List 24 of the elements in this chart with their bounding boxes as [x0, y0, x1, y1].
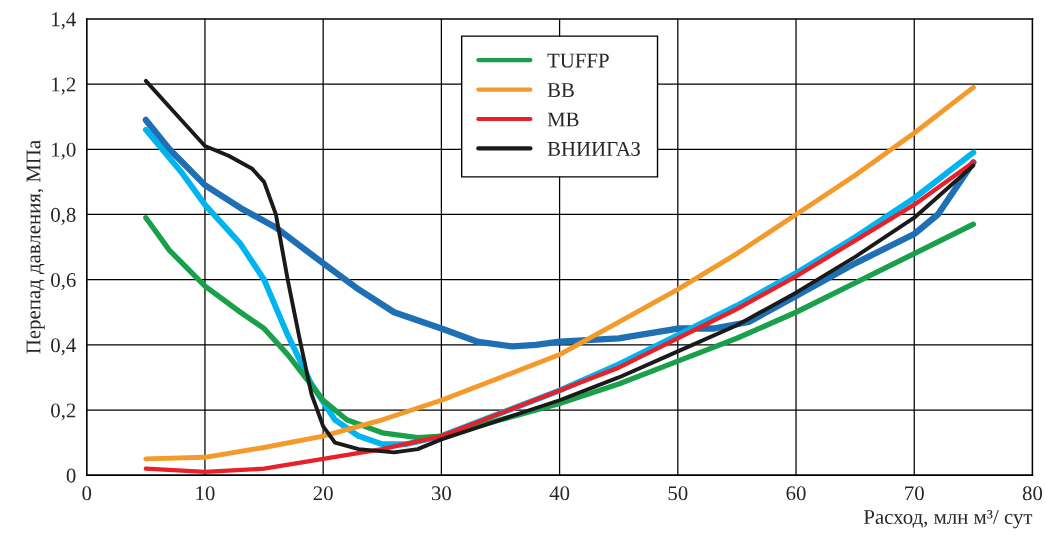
legend-label: MB: [547, 112, 579, 127]
legend-label: BB: [547, 83, 574, 97]
legend-label: TUFFP: [547, 53, 609, 68]
x-axis-title: Расход, млн м³/ сут: [863, 510, 1033, 529]
line-series: [143, 160, 976, 475]
x-tick-label: 70: [905, 486, 924, 501]
x-tick-label: 40: [549, 486, 570, 501]
y-tick-label: 0,8: [51, 207, 76, 225]
y-tick-label: 1,2: [52, 77, 76, 95]
y-tick-label: 0: [66, 468, 76, 483]
x-tick-label: 0: [82, 486, 92, 501]
y-tick-label: 1,0: [52, 142, 76, 160]
legend-label: ВНИИГАЗ: [547, 141, 640, 156]
x-tick-label: 50: [668, 486, 688, 501]
y-tick-label: 0,4: [51, 338, 76, 356]
x-tick-label: 10: [196, 486, 215, 501]
y-axis-title: Перепад давления, МПа: [26, 140, 45, 354]
y-tick-label: 1,4: [52, 12, 76, 30]
y-tick-label: 0,2: [51, 403, 76, 421]
x-tick-label: 20: [313, 486, 333, 501]
x-tick-label: 80: [1022, 486, 1043, 501]
y-tick-label: 0,6: [51, 273, 76, 291]
x-tick-label: 60: [786, 486, 806, 501]
x-tick-label: 30: [431, 486, 451, 501]
